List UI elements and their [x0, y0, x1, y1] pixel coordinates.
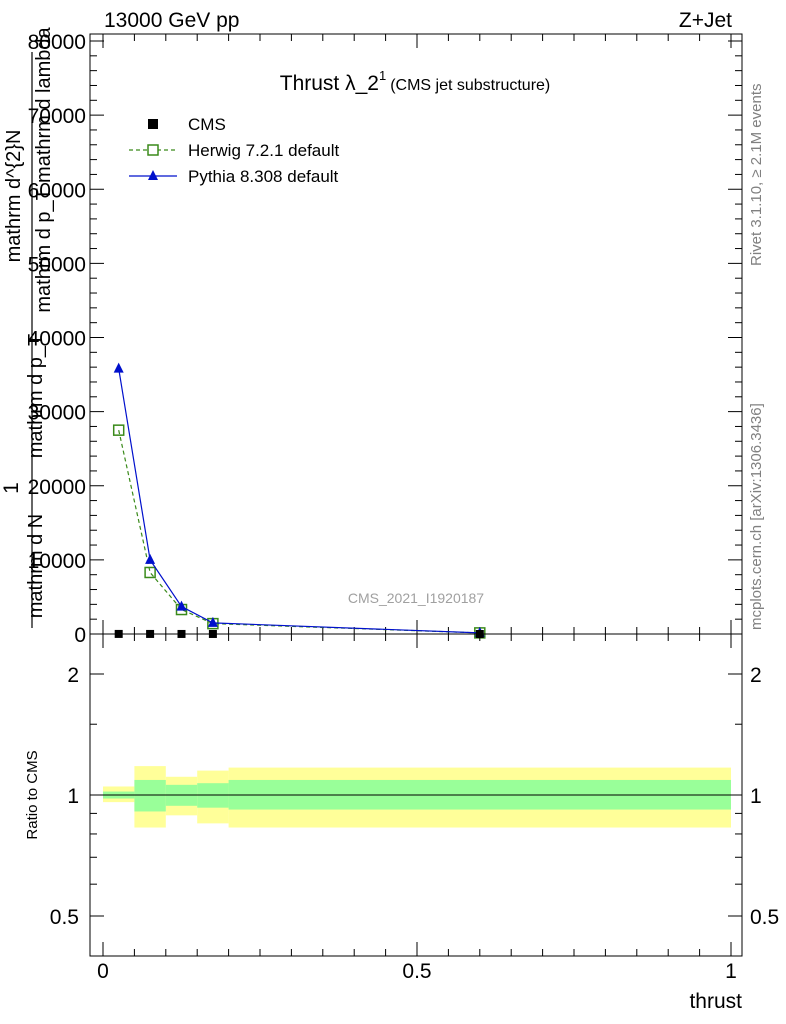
- data-point: [113, 362, 124, 373]
- legend-item: Herwig 7.2.1 default: [129, 141, 339, 160]
- ratio-xtick-label: 1: [725, 960, 737, 983]
- header-right: Z+Jet: [679, 9, 732, 32]
- main-ticks: 0 10000 20000 30000 40000 50000 60000 70000 8000…: [28, 31, 742, 647]
- header-left: 13000 GeV pp: [104, 9, 239, 32]
- ylabel-one: 1: [0, 482, 23, 494]
- ylabel-numerator: mathrm d N: [25, 514, 47, 618]
- legend-item: Pythia 8.308 default: [129, 167, 339, 186]
- data-point: [144, 566, 156, 579]
- legend-marker: [148, 170, 158, 180]
- main-ytick-label: 80000: [28, 31, 86, 54]
- ratio-ytick-label: 0.5: [50, 906, 79, 929]
- main-series: [112, 362, 486, 639]
- main-ytick-label: 0: [74, 624, 86, 647]
- ratio-xtick-label: 0: [97, 960, 109, 983]
- chart-title-sup: 1: [379, 68, 386, 83]
- ratio-ticks: 0.5 0.5 1 1 2 2 0 0.5 1: [50, 634, 779, 983]
- data-point: [145, 553, 156, 564]
- ratio-ytick-label-right: 1: [750, 785, 762, 808]
- mcplots-label: mcplots.cern.ch [arXiv:1306.3436]: [748, 403, 765, 630]
- x-axis-label: thrust: [689, 990, 742, 1013]
- main-plot: 0 10000 20000 30000 40000 50000 60000 70000 8000…: [0, 26, 743, 647]
- main-ytick-label: 40000: [28, 328, 86, 351]
- ratio-ytick-label-right: 0.5: [750, 906, 779, 929]
- analysis-id: CMS_2021_I1920187: [348, 590, 484, 606]
- ylabel-frac-num: mathrm d^{2}N: [3, 130, 25, 263]
- ylabel-denominator: mathrm d p_T: [25, 334, 47, 458]
- legend-label: Herwig 7.2.1 default: [188, 141, 339, 160]
- ratio-inner-band: [134, 779, 166, 812]
- main-ytick-label: 70000: [28, 105, 86, 128]
- main-ytick-label: 20000: [28, 476, 86, 499]
- ratio-ytick-label: 1: [67, 785, 79, 808]
- main-ytick-label: 30000: [28, 402, 86, 425]
- legend-item: CMS: [148, 115, 226, 134]
- ratio-plot: 0.5 0.5 1 1 2 2 0 0.5 1 Ratio to CMS thrust: [24, 633, 779, 1013]
- ylabel-frac-den: mathrm d p_T mathrm d lambda: [33, 26, 55, 312]
- y-axis-label: 1 mathrm d^{2}N mathrm d p_T mathrm d la…: [0, 26, 55, 628]
- ratio-ytick-label: 2: [67, 664, 79, 687]
- data-point: [112, 424, 125, 436]
- main-ytick-label: 60000: [28, 179, 86, 202]
- ratio-bands: [103, 766, 731, 828]
- data-point: [207, 616, 218, 627]
- chart-title: Thrust λ_21 (CMS jet substructure): [280, 68, 551, 95]
- chart-title-sub: (CMS jet substructure): [390, 77, 550, 94]
- ratio-xtick-label: 0.5: [402, 960, 431, 983]
- legend: CMS Herwig 7.2.1 default Pythia 8.308 defa…: [129, 115, 339, 186]
- main-ytick-label: 10000: [28, 550, 86, 573]
- legend-marker: [148, 119, 158, 129]
- legend-label: Pythia 8.308 default: [188, 167, 339, 186]
- data-point: [176, 600, 187, 611]
- rivet-label: Rivet 3.1.10, ≥ 2.1M events: [748, 84, 765, 267]
- legend-label: CMS: [188, 115, 226, 134]
- main-ytick-label: 50000: [28, 253, 86, 276]
- ratio-ylabel: Ratio to CMS: [24, 750, 41, 839]
- ratio-ytick-label-right: 2: [750, 664, 762, 687]
- chart-title-main: Thrust λ_2: [280, 72, 379, 95]
- legend-marker: [147, 144, 159, 156]
